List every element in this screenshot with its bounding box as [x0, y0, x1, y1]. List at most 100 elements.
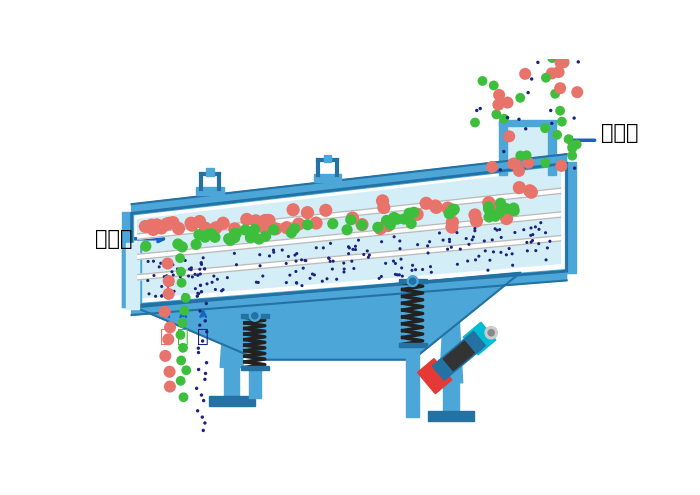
Point: [425, 263, 436, 271]
Point: [239, 226, 251, 234]
Point: [320, 206, 331, 214]
Point: [573, 58, 584, 66]
Point: [500, 251, 512, 259]
Point: [446, 244, 457, 251]
Polygon shape: [323, 154, 331, 162]
Point: [284, 271, 295, 279]
Point: [498, 148, 510, 155]
Point: [486, 236, 498, 244]
Point: [455, 245, 466, 253]
Polygon shape: [433, 332, 485, 380]
Point: [316, 277, 328, 285]
Point: [344, 244, 355, 252]
Point: [547, 54, 558, 62]
Text: 中: 中: [177, 327, 189, 346]
Polygon shape: [196, 188, 224, 195]
Point: [372, 223, 384, 231]
Point: [567, 151, 578, 159]
Point: [195, 307, 206, 315]
Point: [482, 266, 493, 274]
Point: [552, 131, 563, 139]
Point: [374, 225, 386, 233]
Circle shape: [252, 313, 258, 319]
Point: [187, 273, 198, 281]
Polygon shape: [314, 174, 341, 182]
Point: [540, 229, 551, 237]
Point: [447, 223, 458, 231]
Point: [338, 259, 349, 267]
Polygon shape: [138, 188, 561, 239]
Polygon shape: [206, 168, 214, 176]
Point: [167, 268, 178, 276]
Point: [281, 279, 292, 287]
Point: [444, 238, 455, 246]
Point: [195, 270, 206, 278]
Point: [397, 272, 408, 280]
Point: [176, 356, 187, 364]
Point: [167, 261, 178, 269]
Point: [151, 221, 162, 229]
Point: [470, 211, 481, 219]
Point: [530, 247, 541, 254]
Point: [483, 205, 494, 213]
Point: [160, 260, 172, 268]
Point: [342, 226, 353, 234]
Polygon shape: [220, 311, 243, 367]
Point: [479, 237, 490, 245]
Polygon shape: [565, 162, 576, 273]
Point: [477, 77, 488, 85]
Point: [199, 375, 211, 383]
Text: 细: 细: [197, 327, 209, 346]
Point: [192, 292, 203, 300]
Circle shape: [249, 310, 260, 321]
Point: [546, 119, 557, 127]
Polygon shape: [440, 315, 463, 383]
Point: [489, 225, 500, 233]
Point: [148, 257, 159, 265]
Point: [246, 229, 257, 237]
Point: [140, 223, 151, 231]
Point: [417, 265, 428, 273]
Point: [223, 235, 235, 243]
Point: [394, 245, 405, 252]
Point: [483, 198, 494, 206]
Point: [195, 281, 206, 289]
Point: [325, 257, 336, 265]
Point: [388, 257, 399, 265]
Point: [502, 114, 513, 122]
Point: [540, 124, 551, 132]
Point: [198, 396, 209, 404]
Point: [328, 257, 339, 265]
Text: 出料口: 出料口: [95, 229, 133, 249]
Point: [172, 254, 183, 262]
Polygon shape: [463, 322, 496, 355]
Polygon shape: [499, 121, 507, 175]
Point: [183, 272, 194, 280]
Point: [270, 225, 281, 233]
Point: [143, 257, 154, 265]
Point: [422, 242, 433, 250]
Point: [447, 218, 458, 226]
Point: [350, 243, 361, 250]
Point: [349, 264, 360, 272]
Point: [281, 224, 293, 232]
Point: [323, 254, 335, 262]
Point: [209, 233, 220, 241]
Point: [211, 224, 222, 232]
Point: [206, 278, 218, 286]
Point: [377, 197, 388, 205]
Point: [281, 259, 292, 267]
Point: [522, 247, 533, 255]
Point: [250, 217, 261, 225]
Point: [218, 286, 229, 294]
Point: [430, 202, 441, 210]
Point: [178, 291, 190, 298]
Text: 粗: 粗: [160, 327, 172, 346]
Point: [201, 299, 212, 307]
Point: [480, 247, 491, 255]
Point: [162, 335, 174, 343]
Circle shape: [488, 330, 494, 336]
Point: [522, 239, 533, 247]
Polygon shape: [428, 411, 474, 421]
Point: [195, 259, 206, 267]
